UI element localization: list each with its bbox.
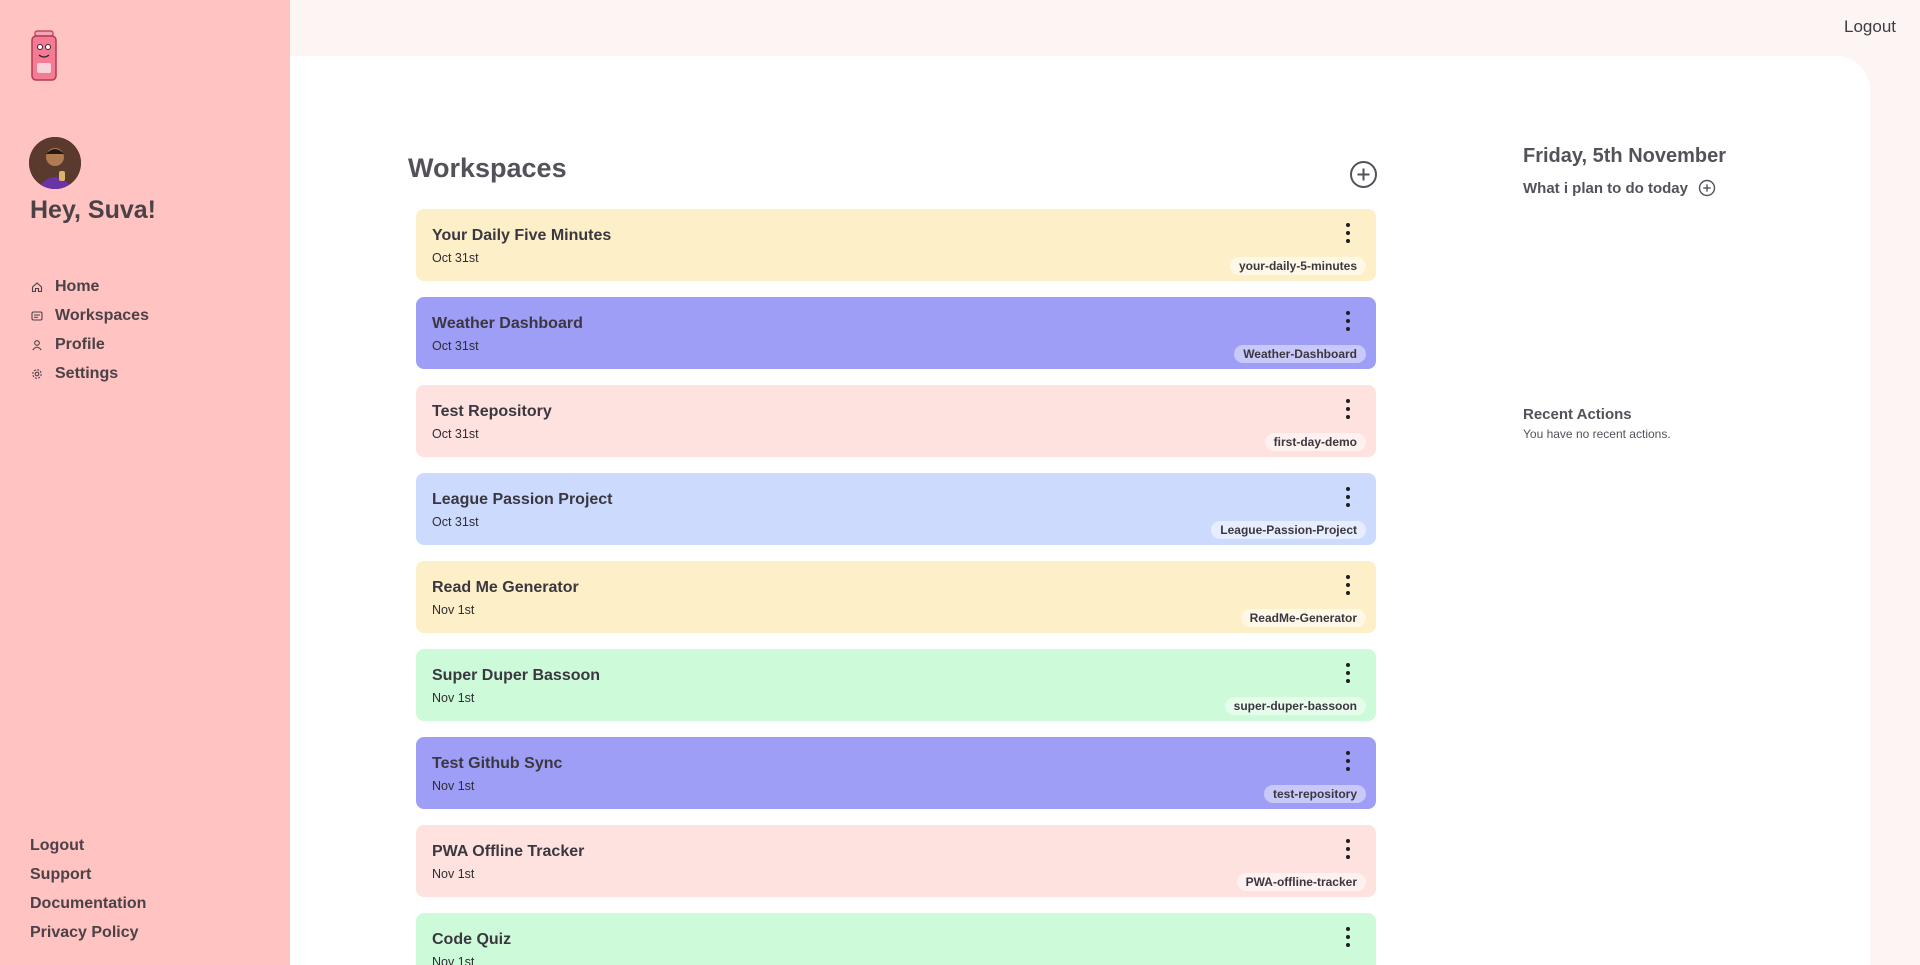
workspace-date: Oct 31st: [432, 339, 479, 353]
workspace-card[interactable]: Weather Dashboard Oct 31st Weather-Dashb…: [416, 297, 1376, 369]
sidebar-item-label: Workspaces: [55, 306, 149, 324]
app-logo[interactable]: [29, 29, 59, 83]
sidebar-item-profile[interactable]: Profile: [30, 330, 149, 359]
more-options-icon[interactable]: [1342, 925, 1354, 949]
avatar[interactable]: [29, 137, 81, 189]
sidebar: Hey, Suva! Home Workspaces Profile Setti…: [0, 0, 290, 965]
more-options-icon[interactable]: [1342, 661, 1354, 685]
page-title: Workspaces: [408, 153, 567, 183]
privacy-policy-link[interactable]: Privacy Policy: [30, 924, 139, 941]
more-options-icon[interactable]: [1342, 749, 1354, 773]
plus-circle-icon: [1350, 161, 1377, 188]
workspace-card[interactable]: League Passion Project Oct 31st League-P…: [416, 473, 1376, 545]
home-icon: [30, 280, 44, 294]
sidebar-item-settings[interactable]: Settings: [30, 359, 149, 388]
sidebar-item-home[interactable]: Home: [30, 272, 149, 301]
workspace-card[interactable]: Test Github Sync Nov 1st test-repository: [416, 737, 1376, 809]
workspace-card[interactable]: PWA Offline Tracker Nov 1st PWA-offline-…: [416, 825, 1376, 897]
sidebar-item-label: Profile: [55, 335, 105, 353]
workspace-name: Weather Dashboard: [432, 315, 583, 332]
workspace-card[interactable]: Test Repository Oct 31st first-day-demo: [416, 385, 1376, 457]
workspace-name: PWA Offline Tracker: [432, 843, 585, 860]
more-options-icon[interactable]: [1342, 397, 1354, 421]
list-icon: [30, 309, 44, 323]
more-options-icon[interactable]: [1342, 573, 1354, 597]
sidebar-footer-links: Logout Support Documentation Privacy Pol…: [30, 833, 146, 949]
workspace-card[interactable]: Your Daily Five Minutes Oct 31st your-da…: [416, 209, 1376, 281]
repo-tag: super-duper-bassoon: [1224, 697, 1366, 715]
header-logout-button[interactable]: Logout: [1844, 17, 1896, 36]
more-options-icon[interactable]: [1342, 221, 1354, 245]
workspace-name: Super Duper Bassoon: [432, 667, 601, 684]
sidebar-item-workspaces[interactable]: Workspaces: [30, 301, 149, 330]
support-link[interactable]: Support: [30, 866, 92, 883]
workspace-card[interactable]: Read Me Generator Nov 1st ReadMe-Generat…: [416, 561, 1376, 633]
plus-circle-icon: [1698, 179, 1716, 197]
repo-tag: League-Passion-Project: [1211, 521, 1366, 539]
sidebar-item-label: Home: [55, 277, 100, 295]
workspace-name: Test Repository: [432, 403, 552, 420]
repo-tag: test-repository: [1263, 785, 1366, 803]
workspace-name: Test Github Sync: [432, 755, 563, 772]
plan-today-row: What i plan to do today: [1523, 179, 1716, 197]
user-icon: [30, 338, 44, 352]
more-options-icon[interactable]: [1342, 309, 1354, 333]
workspace-card[interactable]: Super Duper Bassoon Nov 1st super-duper-…: [416, 649, 1376, 721]
repo-tag: your-daily-5-minutes: [1229, 257, 1366, 275]
documentation-link[interactable]: Documentation: [30, 895, 147, 912]
workspace-date: Nov 1st: [432, 779, 475, 793]
workspace-name: Code Quiz: [432, 931, 512, 948]
workspace-card[interactable]: Code Quiz Nov 1st: [416, 913, 1376, 965]
repo-tag: ReadMe-Generator: [1240, 609, 1366, 627]
recent-actions-empty: You have no recent actions.: [1523, 427, 1671, 441]
greeting: Hey, Suva!: [30, 196, 156, 224]
workspace-list: Your Daily Five Minutes Oct 31st your-da…: [416, 209, 1376, 965]
sidebar-nav: Home Workspaces Profile Settings: [30, 272, 149, 388]
workspace-date: Oct 31st: [432, 251, 479, 265]
workspace-date: Nov 1st: [432, 867, 475, 881]
gear-icon: [30, 367, 44, 381]
workspace-date: Nov 1st: [432, 955, 475, 965]
today-date: Friday, 5th November: [1523, 145, 1727, 167]
workspace-name: Read Me Generator: [432, 579, 579, 596]
recent-actions-title: Recent Actions: [1523, 406, 1632, 423]
more-options-icon[interactable]: [1342, 485, 1354, 509]
workspace-date: Oct 31st: [432, 427, 479, 441]
workspace-date: Nov 1st: [432, 691, 475, 705]
plan-today-label: What i plan to do today: [1523, 179, 1688, 197]
more-options-icon[interactable]: [1342, 837, 1354, 861]
sidebar-item-label: Settings: [55, 364, 119, 382]
workspace-date: Nov 1st: [432, 603, 475, 617]
workspace-name: League Passion Project: [432, 491, 613, 508]
repo-tag: PWA-offline-tracker: [1236, 873, 1366, 891]
add-plan-button[interactable]: [1698, 179, 1716, 197]
repo-tag: first-day-demo: [1264, 433, 1366, 451]
workspace-date: Oct 31st: [432, 515, 479, 529]
repo-tag: Weather-Dashboard: [1234, 345, 1366, 363]
workspace-name: Your Daily Five Minutes: [432, 227, 612, 244]
add-workspace-button[interactable]: [1349, 160, 1378, 189]
sidebar-logout-link[interactable]: Logout: [30, 837, 85, 854]
